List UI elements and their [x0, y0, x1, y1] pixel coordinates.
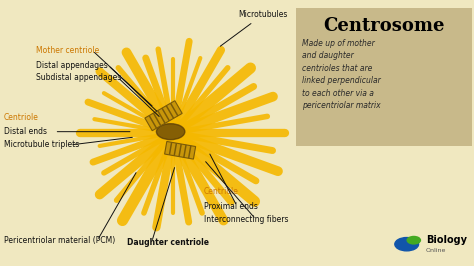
Polygon shape — [161, 108, 170, 121]
Polygon shape — [165, 105, 174, 119]
Polygon shape — [188, 146, 191, 158]
Polygon shape — [157, 110, 166, 124]
Circle shape — [395, 238, 419, 251]
Polygon shape — [153, 113, 162, 126]
Polygon shape — [183, 145, 187, 157]
Text: Distal appendages: Distal appendages — [36, 61, 107, 70]
Text: Biology: Biology — [426, 235, 466, 246]
Text: Centriole: Centriole — [4, 113, 39, 122]
Text: Interconnecting fibers: Interconnecting fibers — [204, 215, 288, 224]
Text: Subdistal appendages: Subdistal appendages — [36, 73, 121, 82]
Polygon shape — [170, 103, 179, 116]
Text: Distal ends: Distal ends — [4, 127, 47, 136]
Circle shape — [156, 124, 185, 140]
Polygon shape — [169, 142, 173, 155]
Polygon shape — [145, 101, 182, 131]
Text: Microtubule triplets: Microtubule triplets — [4, 140, 79, 149]
Polygon shape — [148, 115, 157, 128]
Polygon shape — [164, 142, 196, 159]
Text: Online: Online — [426, 248, 446, 252]
Text: Centriole: Centriole — [204, 187, 239, 196]
Text: Proximal ends: Proximal ends — [204, 202, 258, 211]
Polygon shape — [178, 144, 182, 157]
Text: Microtubules: Microtubules — [220, 10, 288, 46]
Text: Mother centriole: Mother centriole — [36, 46, 99, 55]
Text: Made up of mother
and daughter
centrioles that are
linked perpendicular
to each : Made up of mother and daughter centriole… — [302, 39, 381, 110]
Circle shape — [407, 236, 420, 244]
Text: Pericentriolar material (PCM): Pericentriolar material (PCM) — [4, 236, 115, 245]
FancyBboxPatch shape — [296, 8, 472, 146]
Text: Centrosome: Centrosome — [323, 17, 445, 35]
Polygon shape — [173, 143, 177, 156]
Text: Daughter centriole: Daughter centriole — [127, 238, 209, 247]
